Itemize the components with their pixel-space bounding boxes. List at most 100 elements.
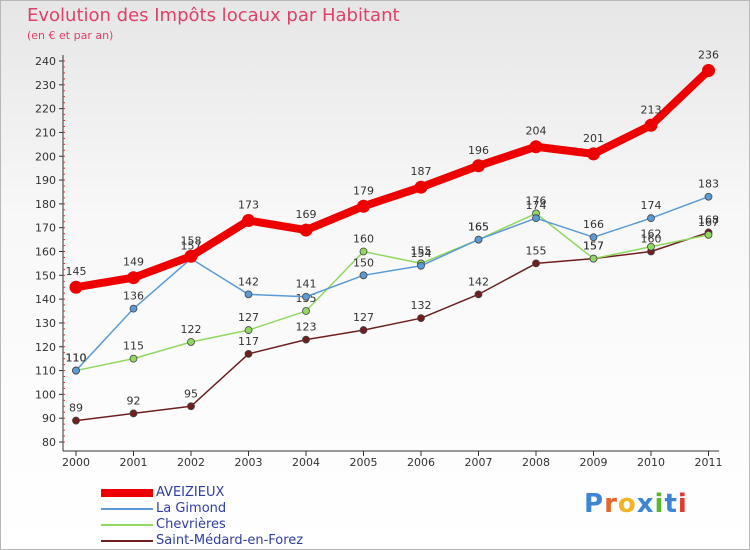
series-point-2 — [129, 354, 138, 363]
x-tick-label: 2008 — [522, 456, 550, 469]
data-label-1: 110 — [66, 352, 87, 365]
logo-letter: i — [677, 489, 688, 519]
series-point-3 — [359, 326, 368, 334]
series-point-3 — [129, 409, 138, 418]
series-point-3 — [532, 259, 540, 268]
series-point-2 — [302, 307, 310, 315]
data-label-2: 127 — [238, 311, 259, 324]
data-label-3: 123 — [296, 321, 317, 334]
data-label-2: 157 — [583, 240, 604, 253]
series-point-0 — [414, 180, 428, 194]
y-tick-label: 90 — [42, 412, 56, 425]
data-label-2: 110 — [66, 352, 87, 365]
x-tick-label: 2005 — [350, 456, 378, 469]
x-tick-label: 2000 — [62, 456, 90, 469]
data-label-3: 132 — [411, 299, 432, 312]
x-tick-label: 2001 — [120, 456, 148, 469]
series-point-0 — [357, 199, 370, 213]
data-label-0: 158 — [181, 234, 202, 247]
data-label-2: 176 — [526, 194, 547, 207]
logo-letter: t — [664, 489, 678, 519]
data-label-1: 165 — [468, 221, 489, 234]
series-point-3 — [187, 402, 195, 411]
y-tick-label: 130 — [35, 317, 56, 330]
data-label-1: 166 — [583, 218, 604, 231]
series-point-2 — [359, 247, 368, 256]
legend-swatch — [101, 489, 153, 497]
data-label-1: 174 — [641, 199, 662, 212]
data-label-0: 173 — [238, 199, 259, 212]
data-label-3: 168 — [698, 213, 719, 226]
series-point-0 — [472, 159, 485, 173]
y-tick-label: 190 — [35, 174, 56, 187]
x-tick-label: 2006 — [407, 456, 435, 469]
y-tick-label: 140 — [35, 293, 56, 306]
legend-item: La Gimond — [101, 501, 303, 517]
series-point-1 — [359, 271, 368, 280]
legend-label: Saint-Médard-en-Forez — [156, 533, 304, 548]
chart-title: Evolution des Impôts locaux par Habitant — [27, 5, 400, 26]
logo-letter: i — [654, 489, 665, 519]
series-point-1 — [532, 214, 540, 223]
series-point-0 — [702, 64, 715, 78]
x-tick-label: 2004 — [292, 456, 320, 469]
legend-item: Chevrières — [101, 517, 303, 533]
series-point-3 — [417, 314, 425, 323]
y-tick-label: 160 — [35, 246, 56, 259]
data-label-1: 142 — [238, 275, 259, 288]
series-point-3 — [244, 349, 253, 358]
series-point-0 — [529, 140, 543, 154]
x-tick-label: 2010 — [637, 456, 665, 469]
series-point-3 — [474, 290, 483, 299]
logo-letter: o — [617, 489, 637, 519]
data-label-1: 183 — [698, 178, 719, 191]
y-tick-label: 220 — [35, 103, 56, 116]
data-label-2: 155 — [411, 244, 432, 257]
series-point-1 — [704, 192, 713, 201]
data-label-1: 150 — [353, 256, 374, 269]
legend-label: La Gimond — [156, 501, 227, 516]
y-tick-label: 80 — [42, 436, 56, 449]
chart-legend: AVEIZIEUX La Gimond Chevrières Saint-Médard… — [101, 485, 303, 549]
data-label-2: 115 — [123, 340, 144, 353]
series-point-1 — [72, 366, 80, 375]
x-tick-label: 2011 — [695, 456, 723, 469]
series-point-1 — [129, 304, 138, 313]
data-label-3: 155 — [526, 244, 547, 257]
data-label-2: 122 — [181, 323, 202, 336]
series-point-1 — [474, 235, 483, 244]
legend-label: AVEIZIEUX — [156, 485, 225, 500]
data-label-0: 204 — [526, 125, 547, 138]
series-point-0 — [242, 214, 255, 228]
series-point-0 — [299, 223, 313, 237]
series-point-1 — [244, 290, 253, 299]
data-label-3: 127 — [353, 311, 374, 324]
data-label-3: 157 — [583, 240, 604, 253]
data-label-0: 187 — [411, 165, 432, 178]
x-tick-label: 2003 — [235, 456, 263, 469]
logo-letter: x — [636, 489, 655, 519]
logo-letter: P — [584, 489, 605, 519]
series-point-2 — [647, 242, 655, 251]
x-tick-label: 2009 — [580, 456, 608, 469]
data-label-1: 136 — [123, 290, 144, 303]
data-label-0: 149 — [123, 256, 144, 269]
data-label-1: 174 — [526, 199, 547, 212]
series-point-0 — [587, 147, 600, 161]
series-point-1 — [302, 292, 310, 301]
data-label-1: 141 — [296, 278, 317, 291]
data-label-2: 167 — [698, 216, 719, 229]
data-label-3: 142 — [468, 275, 489, 288]
proxiti-logo: Proxiti — [584, 489, 688, 519]
data-label-0: 179 — [353, 184, 374, 197]
series-line-3 — [75, 231, 710, 422]
series-line-2 — [75, 212, 710, 372]
series-point-1 — [647, 214, 655, 223]
y-tick-label: 170 — [35, 222, 56, 235]
data-label-3: 160 — [641, 233, 662, 246]
series-point-2 — [589, 254, 598, 263]
legend-swatch — [101, 508, 153, 510]
data-label-2: 165 — [468, 221, 489, 234]
legend-item: AVEIZIEUX — [101, 485, 303, 501]
data-label-1: 154 — [411, 247, 432, 260]
